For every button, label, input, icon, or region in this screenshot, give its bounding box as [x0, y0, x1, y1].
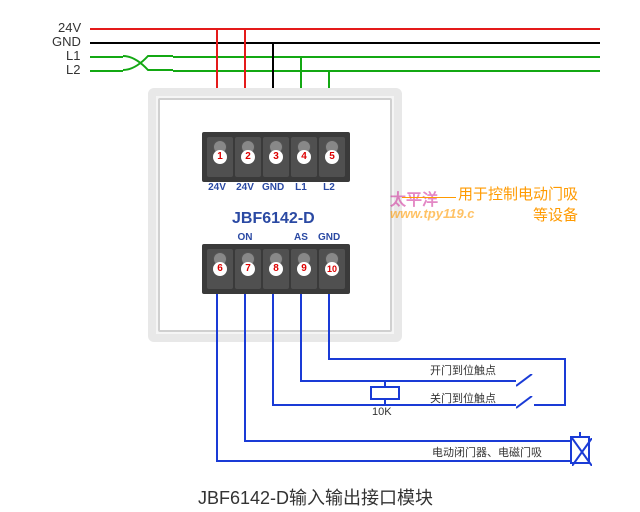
- model-label: JBF6142-D: [232, 210, 315, 228]
- watermark-en: www.tpy119.c: [390, 206, 475, 221]
- terminal-10: 10: [319, 249, 345, 289]
- w10v: [328, 294, 330, 358]
- term-label-9: AS: [290, 232, 312, 243]
- term-label-7: ON: [234, 232, 256, 243]
- term-label-3: GND: [262, 182, 284, 193]
- w8v: [272, 294, 274, 404]
- bus-label-24v: 24V: [58, 20, 81, 35]
- term-label-1: 24V: [206, 182, 228, 193]
- w6v: [216, 294, 218, 460]
- terminal-6: 6: [207, 249, 233, 289]
- device-symbol: [570, 436, 590, 464]
- w9h: [300, 380, 516, 382]
- term-label-5: L2: [318, 182, 340, 193]
- cont-right-v: [564, 358, 566, 406]
- w7-right-v: [579, 432, 581, 438]
- bus-gnd: [90, 42, 600, 44]
- w7h: [244, 440, 580, 442]
- close-br: [534, 404, 566, 406]
- terminal-7: 7: [235, 249, 261, 289]
- resistor-label: 10K: [372, 406, 392, 418]
- w10h: [328, 358, 566, 360]
- term-label-2: 24V: [234, 182, 256, 193]
- side-text: 用于控制电动门吸 等设备: [458, 183, 578, 225]
- terminal-4: 4: [291, 137, 317, 177]
- side-text-1: 用于控制电动门吸: [458, 183, 578, 204]
- bus-label-l2: L2: [66, 62, 80, 77]
- twist-icon: [123, 45, 173, 79]
- top-terminal-row: 1 2 3 4 5: [202, 132, 350, 182]
- side-text-2: 等设备: [458, 204, 578, 225]
- bus-label-l1: L1: [66, 48, 80, 63]
- term-label-4: L1: [290, 182, 312, 193]
- bus-24v: [90, 28, 600, 30]
- w6h: [216, 460, 580, 462]
- terminal-3: 3: [263, 137, 289, 177]
- pointer-line: [402, 197, 456, 198]
- terminal-5: 5: [319, 137, 345, 177]
- terminal-1: 1: [207, 137, 233, 177]
- w9v: [300, 294, 302, 380]
- w7v: [244, 294, 246, 440]
- bot-terminal-row: 6 7 8 9 10: [202, 244, 350, 294]
- bus-label-gnd: GND: [52, 34, 81, 49]
- terminal-8: 8: [263, 249, 289, 289]
- device-label: 电动闭门器、电磁门吸: [432, 444, 542, 460]
- open-contact: [516, 374, 536, 388]
- terminal-2: 2: [235, 137, 261, 177]
- close-contact: [516, 396, 536, 410]
- terminal-9: 9: [291, 249, 317, 289]
- close-contact-label: 关门到位触点: [430, 390, 496, 406]
- open-contact-label: 开门到位触点: [430, 362, 496, 378]
- term-label-10: GND: [318, 232, 340, 243]
- res-bot: [384, 398, 386, 406]
- caption: JBF6142-D输入输出接口模块: [198, 484, 433, 510]
- res-top: [384, 380, 386, 388]
